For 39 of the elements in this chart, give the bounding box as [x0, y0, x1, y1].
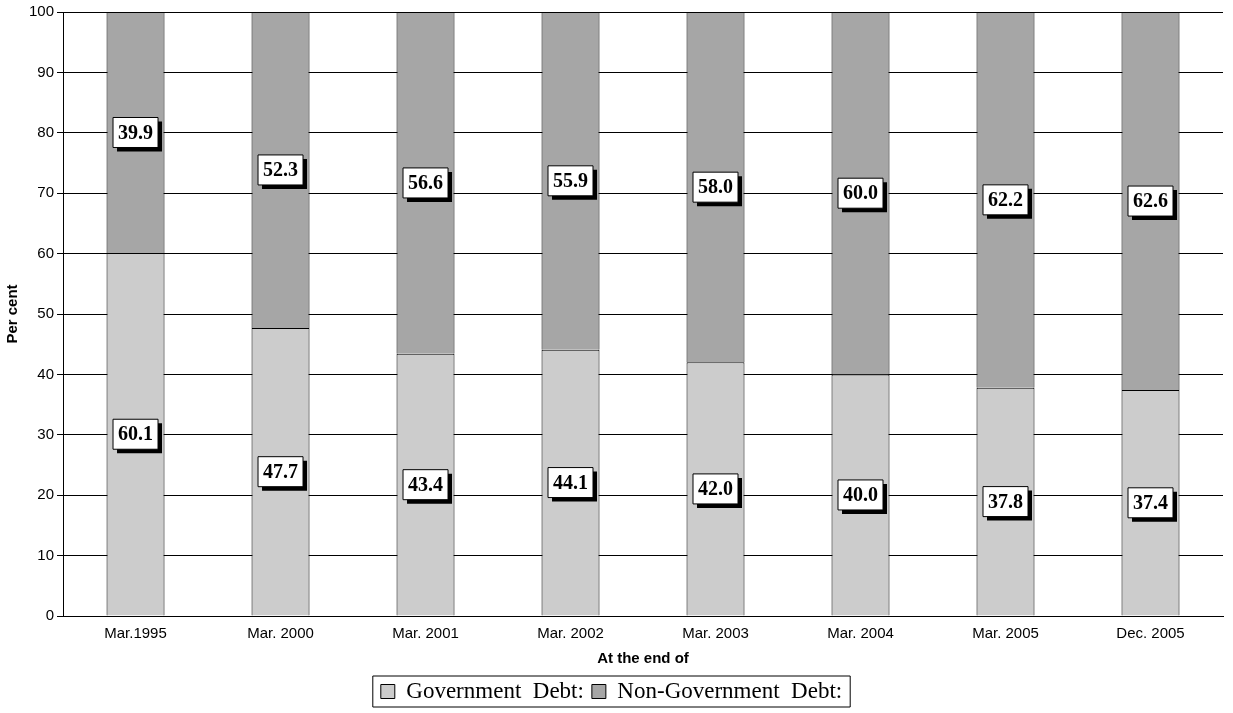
- y-tick-label: 30: [37, 424, 55, 442]
- y-tick-label: 90: [37, 62, 55, 80]
- y-axis-title: Per cent: [3, 284, 21, 344]
- y-tick-label: 40: [37, 364, 55, 382]
- x-tick-label: Mar. 2004: [827, 624, 894, 642]
- y-tick-label: 0: [45, 606, 55, 624]
- data-label: 60.1: [118, 422, 154, 445]
- x-tick-label: Mar. 2001: [392, 624, 459, 642]
- y-tick-label: 20: [37, 485, 55, 503]
- y-tick-label: 70: [37, 183, 55, 201]
- data-label: 47.7: [263, 459, 299, 482]
- legend-label: Government Debt:: [406, 677, 584, 703]
- y-tick-label: 60: [37, 243, 55, 261]
- data-label: 58.0: [698, 175, 734, 198]
- data-label: 62.6: [1133, 189, 1168, 212]
- x-tick-label: Mar.1995: [104, 624, 167, 642]
- data-label: 40.0: [843, 483, 879, 506]
- data-label: 43.4: [408, 472, 444, 495]
- y-tick-label: 100: [29, 2, 55, 20]
- data-label: 39.9: [118, 120, 154, 143]
- data-label: 37.8: [988, 489, 1024, 512]
- data-label: 56.6: [408, 171, 444, 194]
- data-label: 62.2: [988, 188, 1024, 211]
- y-tick-label: 10: [37, 545, 55, 563]
- x-tick-label: Dec. 2005: [1116, 624, 1185, 642]
- legend-label: Non-Government Debt:: [617, 677, 843, 703]
- data-label: 37.4: [1133, 490, 1168, 513]
- data-label: 55.9: [553, 168, 589, 191]
- x-tick-label: Mar. 2000: [247, 624, 314, 642]
- data-label: 42.0: [698, 477, 734, 500]
- y-tick-label: 50: [37, 304, 55, 322]
- data-label: 52.3: [263, 158, 299, 181]
- x-axis-title: At the end of: [597, 649, 690, 667]
- data-label: 60.0: [843, 181, 879, 204]
- x-tick-label: Mar. 2002: [537, 624, 604, 642]
- data-label: 44.1: [553, 470, 589, 493]
- y-tick-label: 80: [37, 122, 55, 140]
- x-tick-label: Mar. 2005: [972, 624, 1039, 642]
- x-tick-label: Mar. 2003: [682, 624, 749, 642]
